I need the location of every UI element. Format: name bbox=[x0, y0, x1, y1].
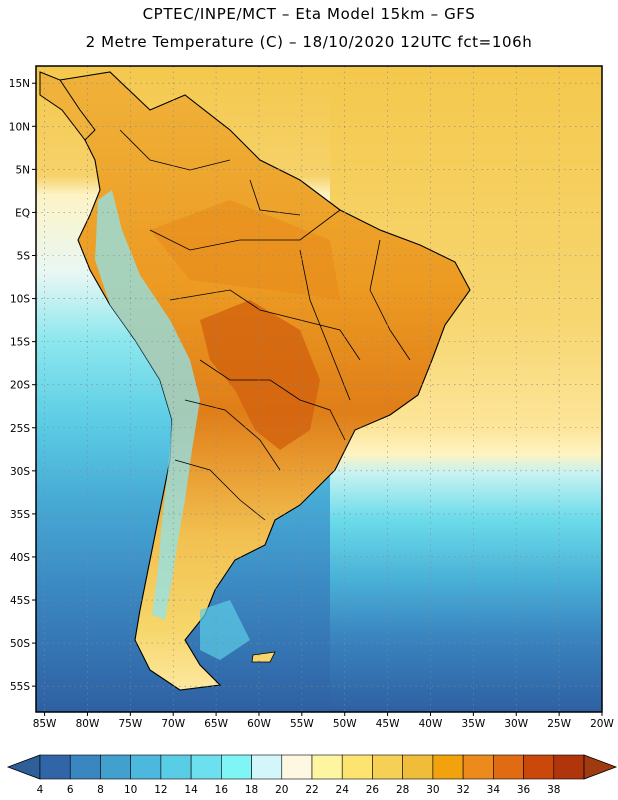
lon-label: 25W bbox=[547, 718, 571, 730]
colorbar-swatch bbox=[372, 754, 403, 780]
colorbar-swatch bbox=[69, 754, 101, 780]
hot-core bbox=[200, 300, 320, 450]
colorbar-swatch bbox=[39, 754, 71, 780]
colorbar-label: 8 bbox=[97, 784, 104, 796]
colorbar-label: 20 bbox=[275, 784, 288, 796]
colorbar-label: 12 bbox=[154, 784, 167, 796]
colorbar-label: 34 bbox=[487, 784, 501, 796]
lat-label: 20S bbox=[10, 380, 30, 392]
colorbar-label: 36 bbox=[517, 784, 531, 796]
lon-label: 70W bbox=[161, 718, 185, 730]
colorbar-high-arrow bbox=[583, 754, 618, 780]
lat-label: 40S bbox=[10, 552, 30, 564]
colorbar: 4 6 8 10 12 14 16 18 20 22 24 26 28 30 32 34 36 38 bbox=[6, 754, 618, 796]
colorbar-label: 32 bbox=[456, 784, 469, 796]
map-title: CPTEC/INPE/MCT – Eta Model 15km – GFS bbox=[142, 5, 476, 23]
country-borders bbox=[119, 129, 411, 521]
map-field bbox=[36, 66, 602, 712]
lon-label: 60W bbox=[247, 718, 271, 730]
colorbar-label: 10 bbox=[124, 784, 137, 796]
colorbar-swatch bbox=[462, 754, 494, 780]
colorbar-swatch bbox=[493, 754, 524, 780]
lat-label: 10S bbox=[10, 294, 30, 306]
lat-label: 10N bbox=[9, 121, 30, 133]
colorbar-low-arrow bbox=[6, 754, 41, 780]
colorbar-swatch bbox=[221, 754, 252, 780]
colorbar-swatch bbox=[311, 754, 343, 780]
lon-label: 30W bbox=[504, 718, 528, 730]
colorbar-swatch bbox=[281, 754, 313, 780]
lat-label: 15N bbox=[9, 78, 30, 90]
colorbar-swatch bbox=[130, 754, 162, 780]
colorbar-swatch bbox=[523, 754, 555, 780]
colorbar-swatch bbox=[432, 754, 464, 780]
andes-cool-band bbox=[95, 190, 200, 620]
colorbar-label: 26 bbox=[366, 784, 380, 796]
lat-label: 30S bbox=[10, 466, 30, 478]
colorbar-label: 14 bbox=[184, 784, 198, 796]
lat-label: 50S bbox=[10, 638, 30, 650]
colorbar-swatch bbox=[251, 754, 283, 780]
map-subtitle: 2 Metre Temperature (C) – 18/10/2020 12U… bbox=[85, 33, 533, 51]
latitude-axis: 15N 10N 5N EQ 5S 10S 15S 20S 25S 30S 35S 40S 45S 50S 5… bbox=[9, 78, 36, 693]
colorbar-label: 4 bbox=[37, 784, 44, 796]
lon-label: 85W bbox=[33, 718, 57, 730]
colorbar-swatch bbox=[341, 754, 373, 780]
colorbar-label: 6 bbox=[67, 784, 74, 796]
colorbar-label: 24 bbox=[336, 784, 350, 796]
lon-label: 20W bbox=[590, 718, 614, 730]
colorbar-swatch bbox=[402, 754, 434, 780]
lat-label: 35S bbox=[10, 509, 30, 521]
lat-label: 5N bbox=[15, 164, 30, 176]
colorbar-label: 28 bbox=[396, 784, 409, 796]
colorbar-swatch bbox=[553, 754, 585, 780]
colorbar-label: 30 bbox=[426, 784, 439, 796]
colorbar-label: 22 bbox=[305, 784, 318, 796]
colorbar-label: 18 bbox=[245, 784, 258, 796]
map-frame bbox=[35, 65, 603, 713]
central-america bbox=[39, 71, 96, 141]
colorbar-swatch bbox=[190, 754, 222, 780]
lon-label: 65W bbox=[204, 718, 228, 730]
colorbar-swatch bbox=[100, 754, 131, 780]
lat-label: 15S bbox=[10, 337, 30, 349]
lat-label: 45S bbox=[10, 595, 30, 607]
lat-label: 5S bbox=[17, 250, 31, 262]
longitude-axis: 85W 80W 75W 70W 65W 60W 55W 50W 45W 40W 35W 30W 25W 2… bbox=[33, 712, 614, 730]
colorbar-swatch bbox=[160, 754, 192, 780]
lon-label: 40W bbox=[419, 718, 443, 730]
lat-label: EQ bbox=[15, 207, 30, 219]
colorbar-label: 16 bbox=[215, 784, 229, 796]
lon-label: 50W bbox=[333, 718, 357, 730]
lat-label: 25S bbox=[10, 423, 30, 435]
lon-label: 45W bbox=[376, 718, 400, 730]
graticule bbox=[36, 66, 602, 712]
lon-label: 75W bbox=[118, 718, 142, 730]
lat-label: 55S bbox=[10, 681, 30, 693]
lon-label: 55W bbox=[290, 718, 314, 730]
lon-label: 80W bbox=[76, 718, 100, 730]
lon-label: 35W bbox=[461, 718, 485, 730]
colorbar-label: 38 bbox=[547, 784, 560, 796]
